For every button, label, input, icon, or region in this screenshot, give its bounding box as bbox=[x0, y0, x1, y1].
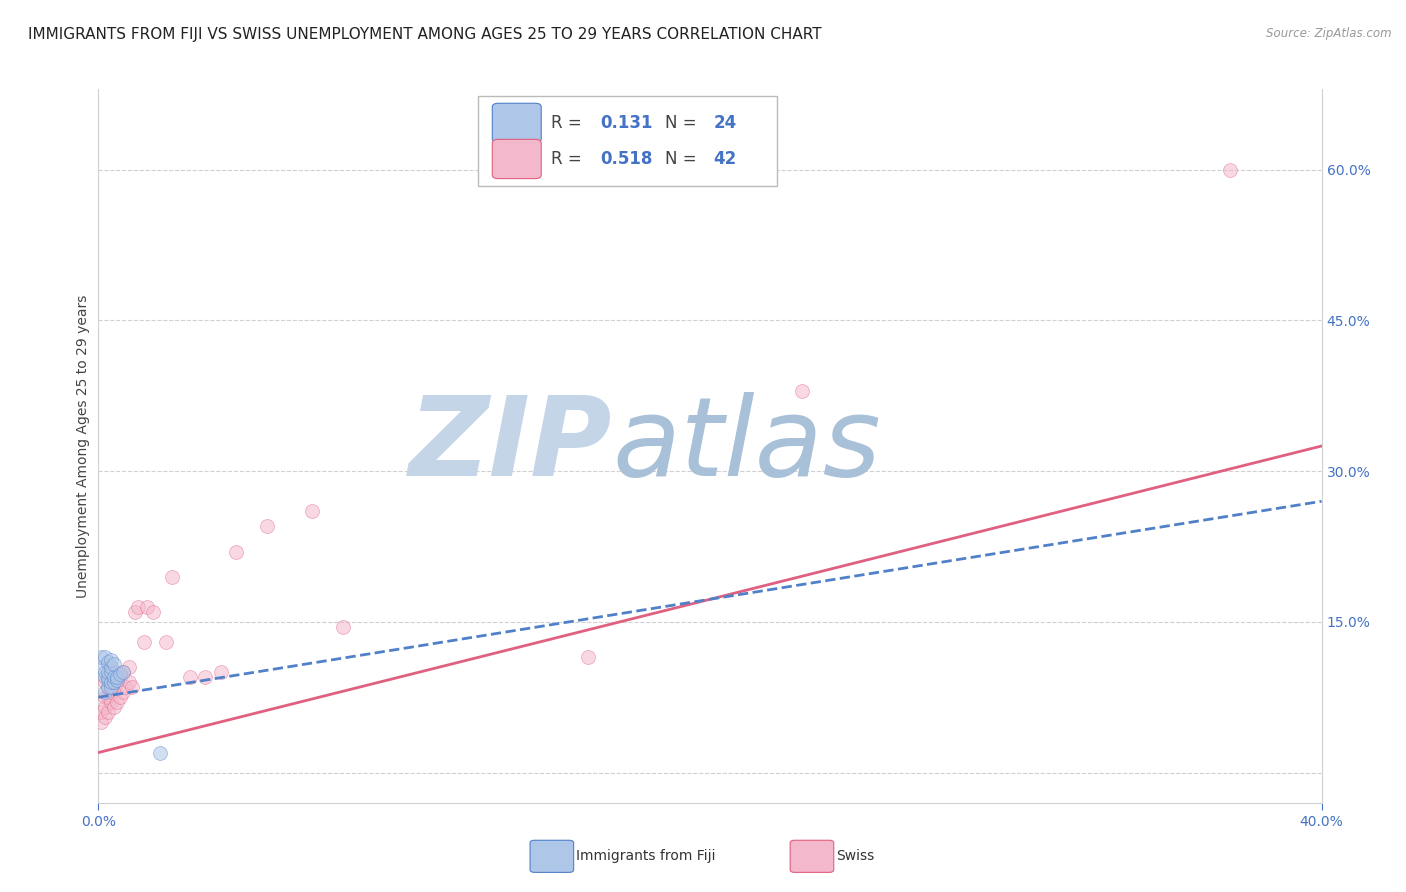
Text: 24: 24 bbox=[714, 114, 737, 132]
Point bbox=[93, 665, 115, 680]
Point bbox=[105, 670, 128, 684]
Point bbox=[118, 660, 141, 674]
Text: atlas: atlas bbox=[612, 392, 880, 500]
Point bbox=[121, 680, 143, 694]
Point bbox=[97, 673, 120, 688]
Point bbox=[100, 660, 122, 674]
Text: N =: N = bbox=[665, 114, 702, 132]
FancyBboxPatch shape bbox=[492, 103, 541, 143]
Point bbox=[149, 746, 172, 760]
Point bbox=[97, 665, 120, 680]
Point bbox=[100, 675, 122, 690]
Point bbox=[93, 690, 115, 705]
Point bbox=[103, 680, 125, 694]
Text: R =: R = bbox=[551, 150, 588, 168]
Point bbox=[105, 695, 128, 709]
Point bbox=[100, 670, 122, 684]
Point bbox=[111, 665, 134, 680]
Point bbox=[256, 519, 278, 533]
Text: Immigrants from Fiji: Immigrants from Fiji bbox=[576, 849, 716, 863]
Point bbox=[103, 675, 125, 690]
Point bbox=[90, 660, 112, 674]
Point bbox=[103, 665, 125, 680]
Point bbox=[301, 504, 323, 518]
Point bbox=[111, 685, 134, 699]
FancyBboxPatch shape bbox=[478, 96, 778, 186]
Point bbox=[90, 715, 112, 730]
Text: 0.131: 0.131 bbox=[600, 114, 652, 132]
Point bbox=[93, 670, 115, 684]
Point bbox=[134, 635, 156, 649]
Point bbox=[97, 690, 120, 705]
Point bbox=[142, 605, 165, 619]
Point bbox=[97, 680, 120, 694]
Point bbox=[124, 605, 146, 619]
Point bbox=[127, 599, 149, 614]
Point bbox=[179, 670, 201, 684]
Point bbox=[225, 544, 247, 558]
Point bbox=[103, 700, 125, 714]
Text: Swiss: Swiss bbox=[837, 849, 875, 863]
Point bbox=[97, 670, 120, 684]
Point bbox=[105, 673, 128, 688]
Text: R =: R = bbox=[551, 114, 588, 132]
Point bbox=[100, 685, 122, 699]
Point bbox=[93, 685, 115, 699]
Point bbox=[93, 675, 115, 690]
Point bbox=[90, 650, 112, 665]
Point bbox=[97, 680, 120, 694]
Point bbox=[160, 569, 183, 583]
Point bbox=[105, 675, 128, 690]
Point bbox=[100, 680, 122, 694]
Point bbox=[1219, 162, 1241, 177]
Point bbox=[194, 670, 217, 684]
Point bbox=[332, 620, 354, 634]
Point bbox=[103, 670, 125, 684]
Point bbox=[108, 670, 131, 684]
Point bbox=[100, 695, 122, 709]
Text: N =: N = bbox=[665, 150, 702, 168]
Point bbox=[97, 655, 120, 669]
Point bbox=[108, 690, 131, 705]
Text: 0.518: 0.518 bbox=[600, 150, 652, 168]
Point bbox=[790, 384, 813, 398]
Point bbox=[136, 599, 159, 614]
Point bbox=[209, 665, 232, 680]
Point bbox=[90, 706, 112, 720]
FancyBboxPatch shape bbox=[492, 139, 541, 178]
Point bbox=[93, 710, 115, 724]
Text: Source: ZipAtlas.com: Source: ZipAtlas.com bbox=[1267, 27, 1392, 40]
Y-axis label: Unemployment Among Ages 25 to 29 years: Unemployment Among Ages 25 to 29 years bbox=[76, 294, 90, 598]
Point bbox=[118, 675, 141, 690]
Point bbox=[103, 657, 125, 672]
Text: 42: 42 bbox=[714, 150, 737, 168]
Point bbox=[111, 665, 134, 680]
Point bbox=[100, 653, 122, 667]
Point bbox=[93, 700, 115, 714]
Point bbox=[97, 706, 120, 720]
Text: IMMIGRANTS FROM FIJI VS SWISS UNEMPLOYMENT AMONG AGES 25 TO 29 YEARS CORRELATION: IMMIGRANTS FROM FIJI VS SWISS UNEMPLOYME… bbox=[28, 27, 821, 42]
Point bbox=[93, 650, 115, 665]
Point bbox=[115, 680, 138, 694]
Point bbox=[100, 665, 122, 680]
Point bbox=[155, 635, 177, 649]
Text: ZIP: ZIP bbox=[409, 392, 612, 500]
Point bbox=[576, 650, 599, 665]
Point bbox=[108, 667, 131, 681]
